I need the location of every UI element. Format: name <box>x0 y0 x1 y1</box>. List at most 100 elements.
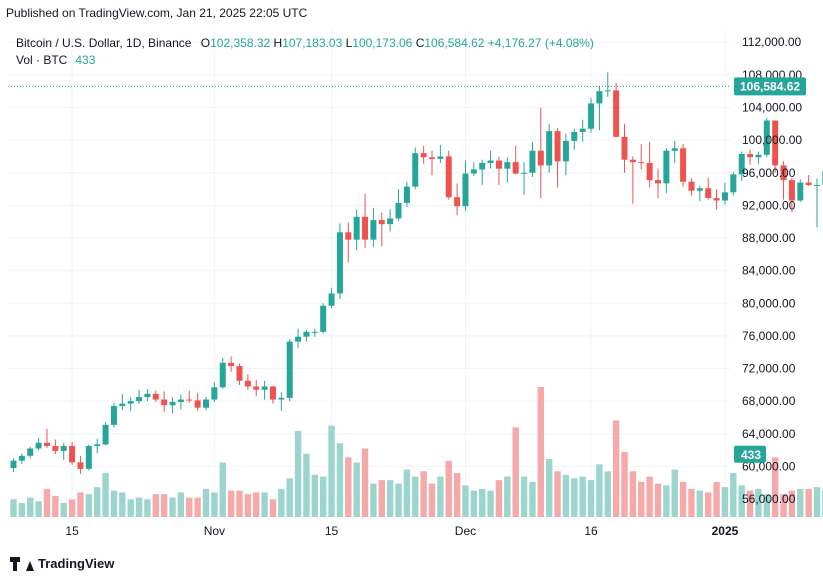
candle-body[interactable] <box>194 400 201 408</box>
candle-body[interactable] <box>43 442 50 447</box>
candle-body[interactable] <box>395 202 402 219</box>
candle-body[interactable] <box>462 173 469 207</box>
candle-body[interactable] <box>152 393 159 400</box>
candle-body[interactable] <box>378 220 385 225</box>
candle-body[interactable] <box>244 380 251 387</box>
candle-body[interactable] <box>445 156 452 198</box>
candle-body[interactable] <box>713 198 720 201</box>
candle-body[interactable] <box>646 162 653 181</box>
candle-body[interactable] <box>814 184 821 186</box>
candle-body[interactable] <box>311 331 318 333</box>
candle-body[interactable] <box>35 442 42 449</box>
candle-body[interactable] <box>495 160 502 169</box>
candle-body[interactable] <box>529 150 536 173</box>
candle-body[interactable] <box>77 462 84 469</box>
candle-body[interactable] <box>571 131 578 141</box>
candle-body[interactable] <box>320 305 327 332</box>
candle-body[interactable] <box>169 401 176 406</box>
candle-body[interactable] <box>328 293 335 306</box>
candle-body[interactable] <box>680 148 687 182</box>
candle-body[interactable] <box>412 153 419 187</box>
candle-body[interactable] <box>613 90 620 137</box>
candle-body[interactable] <box>479 162 486 170</box>
candle-body[interactable] <box>127 401 134 404</box>
candle-body[interactable] <box>269 386 276 400</box>
candle-body[interactable] <box>772 120 779 166</box>
candle-body[interactable] <box>788 180 795 201</box>
candle-body[interactable] <box>487 160 494 163</box>
candle-body[interactable] <box>69 446 76 463</box>
candle-body[interactable] <box>780 165 787 181</box>
candle-body[interactable] <box>278 397 285 400</box>
candle-body[interactable] <box>161 399 168 406</box>
candle-body[interactable] <box>504 162 511 169</box>
candle-body[interactable] <box>663 150 670 184</box>
candle-body[interactable] <box>588 103 595 129</box>
candle-body[interactable] <box>604 90 611 92</box>
candle-body[interactable] <box>27 448 34 456</box>
candle-body[interactable] <box>370 220 377 240</box>
candle-body[interactable] <box>295 336 302 342</box>
candle-body[interactable] <box>688 181 695 191</box>
candle-body[interactable] <box>705 188 712 199</box>
candle-body[interactable] <box>336 232 343 294</box>
candle-body[interactable] <box>403 186 410 203</box>
candle-body[interactable] <box>60 446 67 451</box>
candle-body[interactable] <box>219 362 226 388</box>
candle-body[interactable] <box>721 192 728 201</box>
candle-body[interactable] <box>738 153 745 175</box>
candle-body[interactable] <box>470 169 477 174</box>
candle-body[interactable] <box>546 131 553 166</box>
candle-body[interactable] <box>797 182 804 201</box>
candle-body[interactable] <box>261 386 268 390</box>
footer-branding[interactable]: TradingView <box>10 556 114 571</box>
candle-body[interactable] <box>52 446 59 451</box>
candle-body[interactable] <box>429 157 435 159</box>
candle-body[interactable] <box>177 399 184 402</box>
candle-body[interactable] <box>763 120 770 155</box>
candle-body[interactable] <box>236 366 243 381</box>
candle-body[interactable] <box>521 172 528 174</box>
volume-label[interactable]: Vol · BTC <box>16 53 68 67</box>
candle-body[interactable] <box>110 406 117 425</box>
candle-body[interactable] <box>85 446 92 469</box>
candle-body[interactable] <box>579 128 586 132</box>
candle-body[interactable] <box>654 180 661 184</box>
candle-body[interactable] <box>186 399 193 401</box>
candle-body[interactable] <box>211 387 218 400</box>
candle-body[interactable] <box>537 150 544 166</box>
candle-body[interactable] <box>119 403 126 407</box>
symbol-label[interactable]: Bitcoin / U.S. Dollar, 1D, Binance <box>16 36 192 50</box>
candle-body[interactable] <box>94 444 101 447</box>
candle-body[interactable] <box>286 341 293 398</box>
candle-body[interactable] <box>10 460 17 469</box>
candle-body[interactable] <box>562 140 569 162</box>
candle-body[interactable] <box>629 159 636 163</box>
candle-body[interactable] <box>18 455 25 461</box>
candle-body[interactable] <box>353 216 360 240</box>
candle-body[interactable] <box>420 153 427 158</box>
candle-body[interactable] <box>512 162 519 174</box>
candle-body[interactable] <box>345 232 352 240</box>
candle-body[interactable] <box>730 174 737 193</box>
candle-body[interactable] <box>102 424 109 445</box>
candle-body[interactable] <box>437 156 444 159</box>
candle-body[interactable] <box>638 162 645 164</box>
candle-body[interactable] <box>621 136 628 160</box>
candle-body[interactable] <box>755 154 762 158</box>
candle-body[interactable] <box>144 393 151 398</box>
candle-body[interactable] <box>253 386 260 390</box>
candle-body[interactable] <box>454 197 461 207</box>
candle-body[interactable] <box>696 188 703 191</box>
candle-body[interactable] <box>805 182 812 185</box>
candle-body[interactable] <box>136 397 143 402</box>
candle-body[interactable] <box>362 216 369 240</box>
candle-body[interactable] <box>747 153 754 158</box>
candle-body[interactable] <box>387 218 394 225</box>
candle-body[interactable] <box>228 362 235 367</box>
candle-body[interactable] <box>303 331 310 337</box>
candle-body[interactable] <box>671 148 678 151</box>
candle-body[interactable] <box>554 131 561 162</box>
candle-body[interactable] <box>596 91 603 104</box>
